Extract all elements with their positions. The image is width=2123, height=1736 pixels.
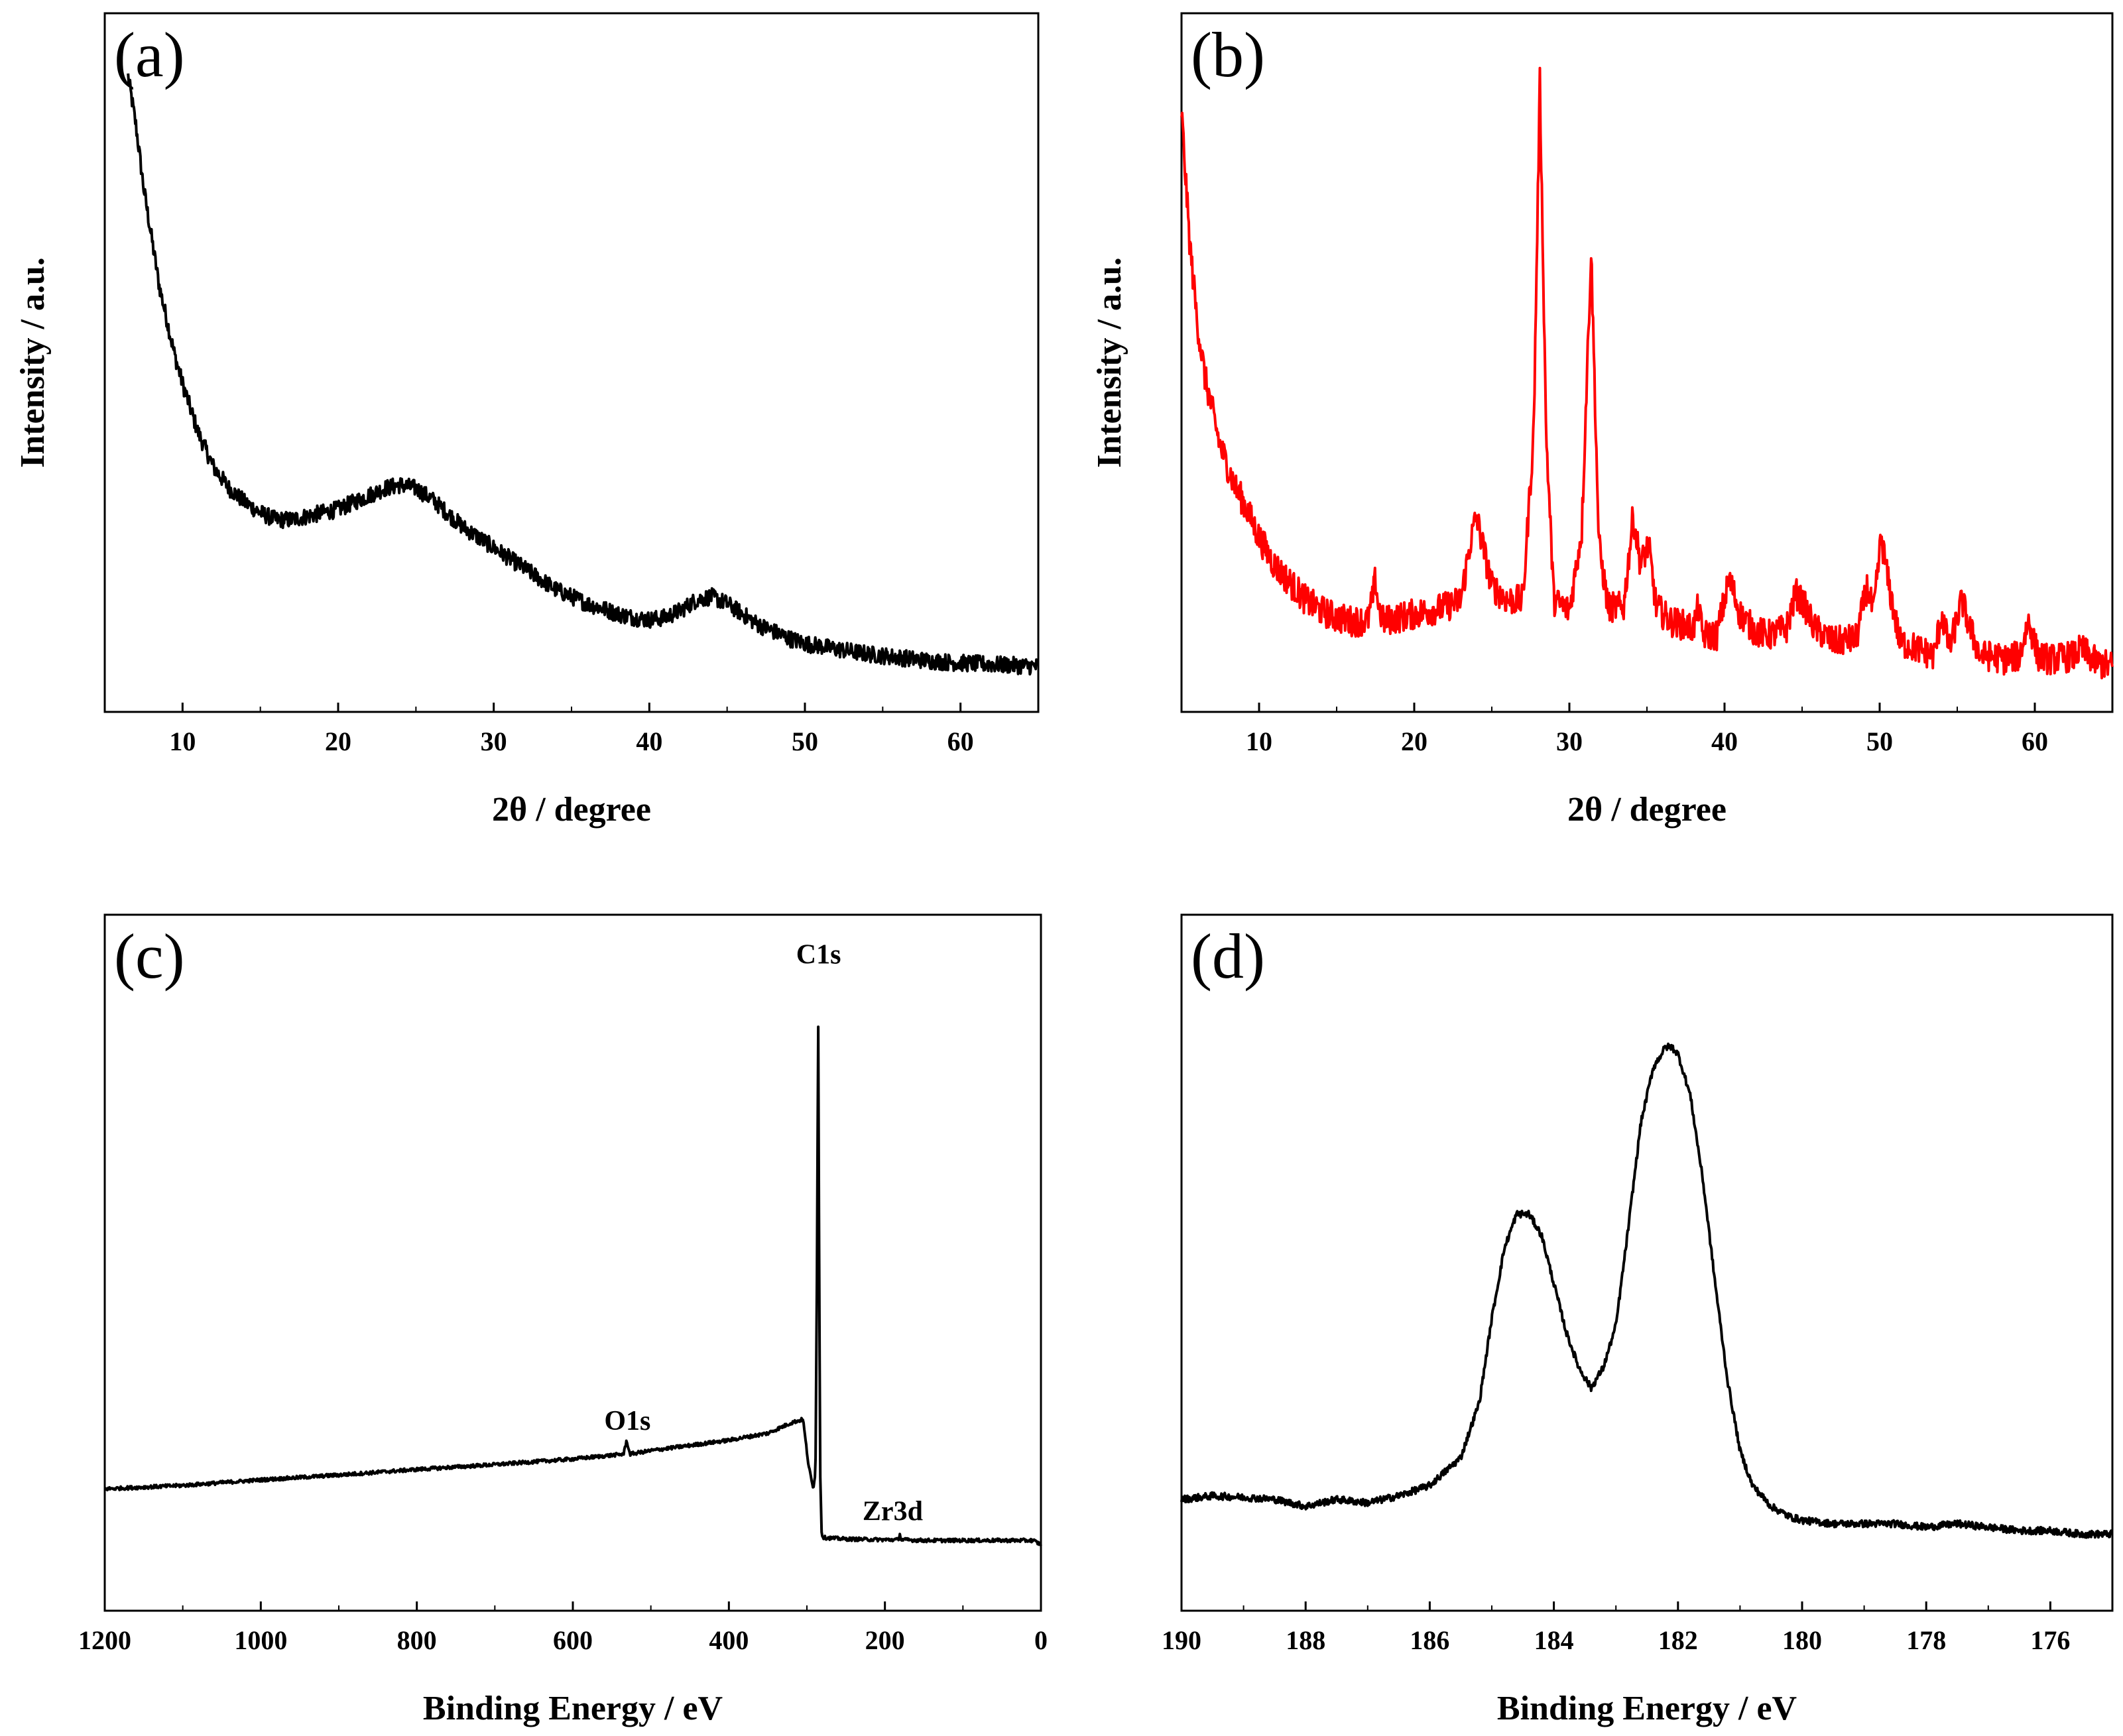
x-tick-label: 190 xyxy=(1162,1625,1201,1655)
plot-frame xyxy=(103,12,1040,713)
x-tick-label: 0 xyxy=(1034,1625,1048,1655)
x-tick-label: 50 xyxy=(792,726,818,756)
y-axis-title: Intensity / a.u. xyxy=(14,257,52,468)
x-tick-label: 20 xyxy=(325,726,351,756)
peak-annotation: O1s xyxy=(604,1406,650,1436)
x-axis-title: Binding Energy / eV xyxy=(423,1690,723,1727)
x-tick-label: 400 xyxy=(709,1625,749,1655)
x-tick-label: 186 xyxy=(1410,1625,1449,1655)
x-axis-title: 2θ / degree xyxy=(1567,791,1727,829)
x-tick-label: 200 xyxy=(865,1625,905,1655)
x-tick-label: 50 xyxy=(1866,726,1893,756)
data-series-line xyxy=(127,73,1039,676)
panel-label: (d) xyxy=(1191,921,1265,992)
x-tick-label: 30 xyxy=(1556,726,1583,756)
x-tick-label: 40 xyxy=(1711,726,1738,756)
x-tick-label: 30 xyxy=(481,726,507,756)
panel-label: (c) xyxy=(114,921,185,992)
x-tick-label: 40 xyxy=(636,726,662,756)
data-series-line xyxy=(1180,66,2114,679)
panel-label: (a) xyxy=(114,19,185,90)
panel-label: (b) xyxy=(1191,19,1265,90)
peak-annotations: C1s O1s Zr3d xyxy=(604,940,923,1527)
x-axis-title: Binding Energy / eV xyxy=(1497,1690,1797,1727)
x-tick-label: 180 xyxy=(1782,1625,1822,1655)
peak-annotation: C1s xyxy=(796,940,841,970)
x-tick-label: 10 xyxy=(1246,726,1272,756)
x-axis-ticks: 190 188 186 184 182 180 178 176 xyxy=(1162,1601,2070,1655)
plot-frame xyxy=(1180,913,2114,1612)
panel-b: (b) Intensity / a.u. 2θ / degree 10 20 30 4… xyxy=(1091,12,2114,829)
panel-d: (d) Binding Energy / eV 190 188 186 184 182 1… xyxy=(1162,913,2114,1727)
x-axis-ticks: 1200 1000 800 600 400 200 0 xyxy=(78,1601,1048,1655)
x-tick-label: 188 xyxy=(1286,1625,1325,1655)
x-tick-label: 60 xyxy=(2022,726,2048,756)
x-tick-label: 1000 xyxy=(234,1625,287,1655)
x-axis-title: 2θ / degree xyxy=(492,791,651,829)
x-tick-label: 20 xyxy=(1401,726,1427,756)
x-axis-ticks: 10 20 30 40 50 60 xyxy=(169,703,974,756)
data-series-line xyxy=(1180,1042,2114,1539)
panel-a: (a) Intensity / a.u. 2θ / degree 10 20 30 4… xyxy=(14,12,1040,829)
x-axis-ticks: 10 20 30 40 50 60 xyxy=(1246,703,2048,756)
x-tick-label: 10 xyxy=(169,726,196,756)
x-tick-label: 182 xyxy=(1658,1625,1698,1655)
x-tick-label: 600 xyxy=(553,1625,593,1655)
x-tick-label: 184 xyxy=(1534,1625,1574,1655)
x-tick-label: 800 xyxy=(397,1625,437,1655)
x-tick-label: 1200 xyxy=(78,1625,131,1655)
x-tick-label: 176 xyxy=(2030,1625,2070,1655)
x-tick-label: 178 xyxy=(1906,1625,1946,1655)
peak-annotation: Zr3d xyxy=(863,1497,923,1527)
x-tick-label: 60 xyxy=(947,726,974,756)
data-series-line xyxy=(104,1025,1042,1546)
y-axis-title: Intensity / a.u. xyxy=(1091,257,1128,468)
panel-c: (c) Binding Energy / eV 1200 1000 800 600 40… xyxy=(78,913,1048,1727)
